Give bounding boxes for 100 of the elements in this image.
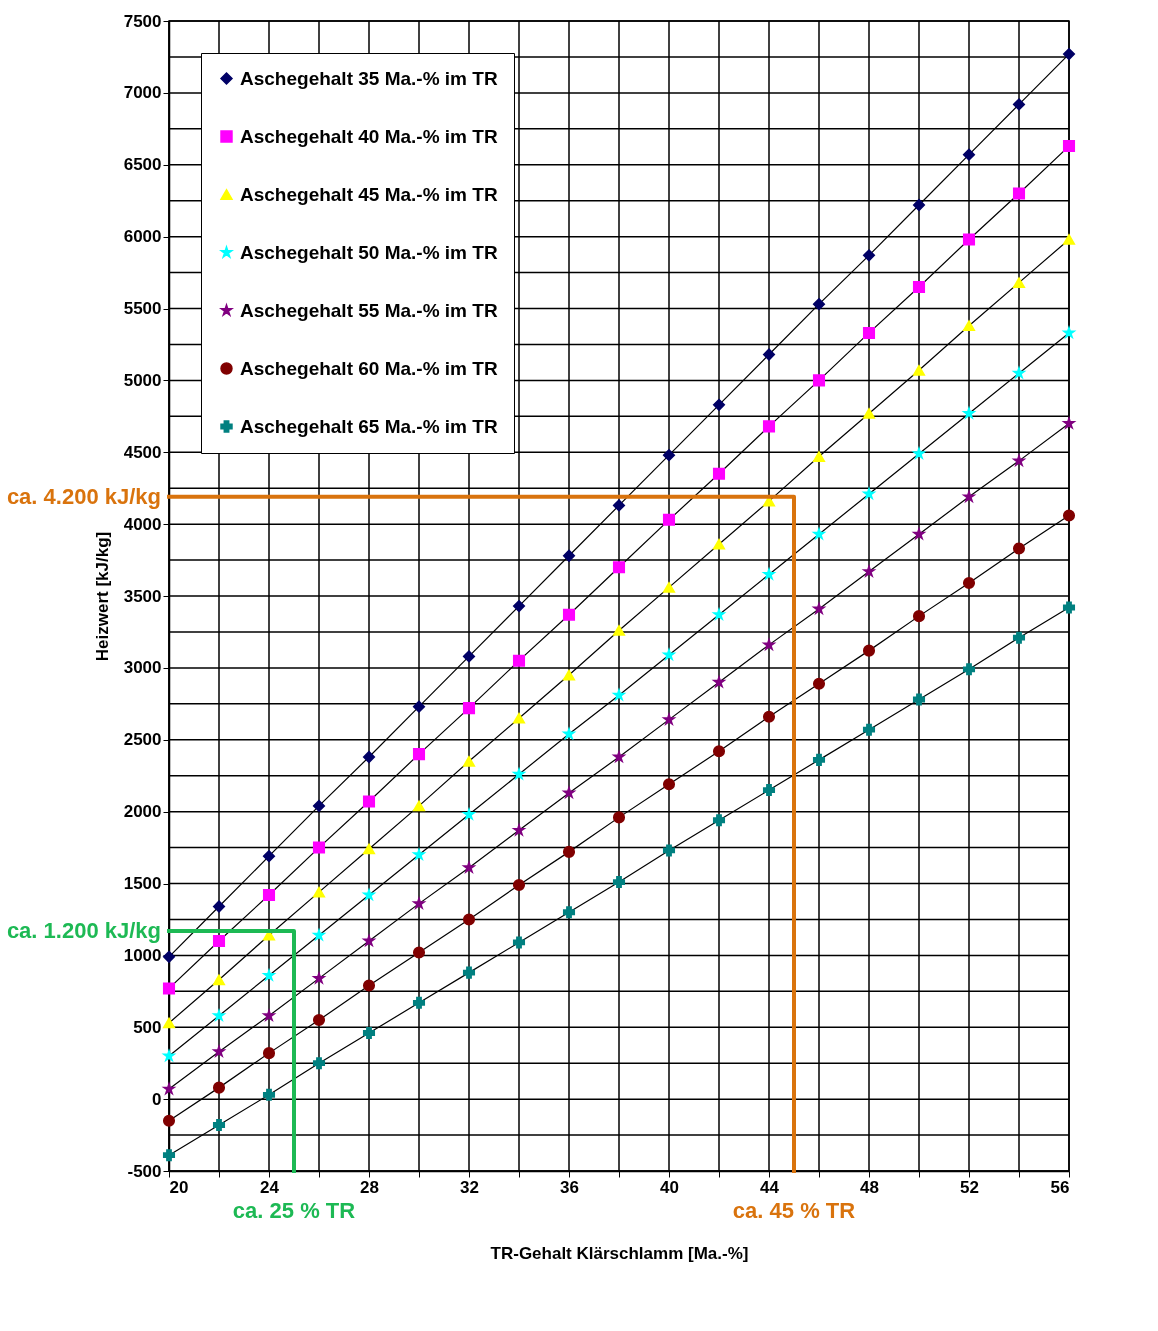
point [862, 723, 876, 736]
point [562, 549, 576, 562]
point [762, 710, 776, 723]
point [1012, 187, 1026, 200]
point [362, 795, 376, 808]
point [1012, 542, 1026, 555]
annotation: ca. 1.200 kJ/kg [6, 917, 161, 943]
point [712, 745, 726, 758]
x-tick-label: 48 [860, 1177, 879, 1197]
x-tick-label: 32 [460, 1177, 479, 1197]
point [962, 320, 976, 332]
y-tick-label: -500 [127, 1161, 162, 1181]
point [912, 280, 926, 293]
y-tick-label: 3000 [123, 658, 162, 678]
point [562, 608, 576, 621]
point [512, 936, 526, 949]
point [812, 753, 826, 766]
point [312, 799, 326, 812]
point [862, 326, 876, 339]
point [412, 748, 426, 761]
y-tick-label: 4000 [123, 514, 162, 534]
legend-label: Aschegehalt 35 Ma.-% im TR [240, 67, 498, 89]
point [162, 950, 176, 963]
y-tick-label: 4500 [123, 442, 162, 462]
point [662, 582, 676, 593]
x-tick-label: 40 [660, 1177, 679, 1197]
point [462, 755, 476, 767]
y-tick-label: 0 [152, 1089, 162, 1109]
point [712, 467, 726, 480]
point [362, 843, 376, 855]
y-tick-label: 6000 [123, 227, 162, 247]
point [412, 700, 426, 713]
y-tick-label: 5500 [123, 299, 162, 318]
point [562, 845, 576, 858]
point [212, 974, 226, 986]
point [762, 420, 776, 433]
legend-label: Aschegehalt 65 Ma.-% im TR [240, 415, 498, 437]
point [262, 1088, 276, 1101]
point [362, 1026, 376, 1040]
point [612, 499, 626, 512]
point [1062, 234, 1076, 245]
point [162, 1149, 176, 1162]
point [1012, 631, 1026, 644]
y-tick-label: 3500 [123, 586, 162, 606]
point [312, 1057, 326, 1070]
point [812, 677, 826, 690]
legend-label: Aschegehalt 60 Ma.-% im TR [240, 357, 498, 379]
point [712, 814, 726, 827]
x-tick-label: 28 [360, 1177, 379, 1197]
x-tick-label: 24 [260, 1177, 280, 1197]
point [1012, 98, 1026, 111]
point [462, 966, 476, 979]
point [512, 600, 526, 613]
x-tick-label: 36 [560, 1177, 579, 1197]
point [1062, 509, 1076, 522]
point [612, 811, 626, 824]
point [512, 712, 526, 724]
point [562, 906, 576, 919]
point [662, 449, 676, 462]
y-tick-label: 6500 [123, 155, 162, 175]
point [262, 1047, 276, 1060]
point [762, 348, 776, 361]
y-tick-label: 2500 [123, 730, 162, 750]
point [362, 979, 376, 992]
y-tick-label: 1000 [123, 945, 162, 965]
point [1062, 48, 1076, 61]
point [212, 934, 226, 948]
point [1062, 140, 1076, 153]
point [662, 778, 676, 791]
x-tick-label: 52 [960, 1177, 979, 1197]
point [912, 198, 926, 212]
y-tick-label: 2000 [123, 802, 162, 822]
point [612, 876, 626, 889]
y-tick-label: 7500 [123, 11, 162, 31]
point [862, 249, 876, 262]
point [512, 654, 526, 667]
point [1062, 601, 1076, 614]
point [762, 784, 776, 797]
point [262, 850, 276, 863]
annotation: ca. 45 % TR [732, 1198, 856, 1223]
point [612, 561, 626, 574]
legend-label: Aschegehalt 45 Ma.-% im TR [240, 183, 498, 205]
point [962, 663, 976, 676]
point [962, 577, 976, 590]
point [812, 451, 826, 462]
point [312, 886, 326, 898]
point [312, 841, 326, 854]
y-axis-title: Heizwert [kJ/kg] [92, 531, 112, 662]
point [212, 1081, 226, 1094]
point [612, 625, 626, 636]
annotation: ca. 4.200 kJ/kg [6, 483, 161, 509]
point [812, 298, 826, 311]
point [262, 888, 276, 902]
legend-label: Aschegehalt 50 Ma.-% im TR [240, 241, 498, 263]
legend-label: Aschegehalt 40 Ma.-% im TR [240, 125, 498, 147]
annotation: ca. 25 % TR [232, 1198, 356, 1223]
point [1012, 277, 1026, 288]
x-axis-title: TR-Gehalt Klärschlamm [Ma.-%] [490, 1243, 749, 1263]
point [212, 900, 226, 913]
point [862, 408, 876, 419]
